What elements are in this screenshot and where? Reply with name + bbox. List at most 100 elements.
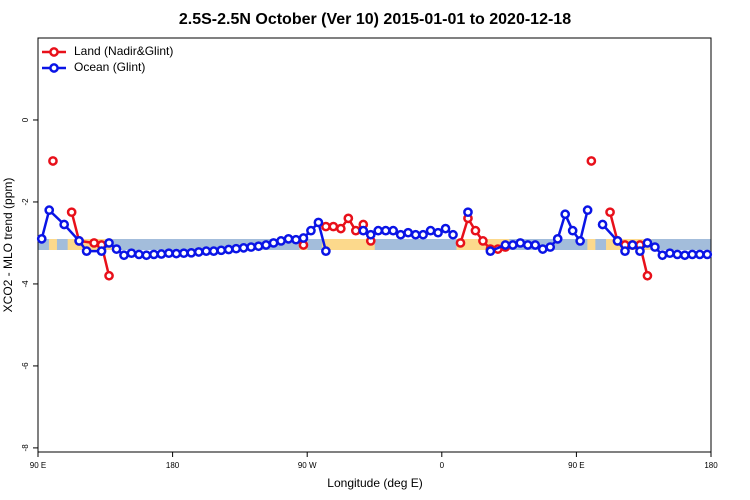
point: [642, 270, 653, 281]
point: [365, 229, 376, 240]
point: [418, 229, 428, 240]
point: [350, 225, 361, 236]
point: [575, 236, 585, 246]
point: [126, 248, 137, 259]
y-axis-label: XCO2 - MLO trend (ppm): [1, 178, 15, 313]
y-tick-label: -4: [21, 280, 30, 288]
y-tick-label: -2: [21, 198, 30, 206]
point: [560, 209, 571, 220]
point: [321, 221, 331, 232]
point: [283, 234, 294, 244]
point: [261, 240, 271, 250]
point: [440, 223, 451, 234]
x-axis-label: Longitude (deg E): [327, 476, 422, 490]
point: [134, 249, 144, 260]
point: [321, 246, 331, 256]
point: [507, 240, 518, 250]
point: [358, 225, 369, 236]
point: [478, 236, 488, 246]
point: [620, 246, 630, 256]
point: [48, 156, 58, 166]
point: [515, 238, 526, 248]
point: [313, 217, 324, 228]
point: [119, 250, 129, 261]
point: [66, 207, 77, 218]
point: [104, 270, 114, 281]
point: [463, 207, 473, 218]
point: [141, 250, 152, 261]
point: [36, 234, 47, 244]
y-tick-label: -6: [21, 362, 30, 370]
point: [89, 238, 99, 248]
point: [149, 249, 159, 260]
point: [485, 246, 496, 256]
point: [246, 242, 256, 252]
point: [395, 229, 406, 240]
legend: Land (Nadir&Glint) Ocean (Glint): [42, 44, 173, 74]
point: [530, 240, 541, 250]
point: [537, 244, 548, 254]
point: [208, 246, 219, 256]
point: [193, 247, 204, 257]
point: [268, 238, 279, 248]
point: [156, 249, 167, 259]
point: [343, 213, 354, 224]
point: [448, 229, 458, 240]
point: [253, 241, 264, 252]
y-tick-label: -8: [21, 444, 30, 452]
y-tick-label: 0: [21, 117, 30, 122]
point: [298, 233, 309, 243]
point: [380, 225, 391, 236]
x-tick-label: 90 E: [30, 461, 46, 470]
point: [111, 244, 122, 254]
point: [171, 248, 182, 259]
point: [657, 250, 668, 261]
x-tick-label: 90 W: [298, 461, 317, 470]
point: [522, 240, 533, 250]
legend-label: Ocean (Glint): [74, 60, 145, 74]
point: [410, 229, 421, 240]
point: [276, 236, 286, 246]
point: [586, 156, 597, 166]
point: [104, 238, 114, 248]
point: [702, 249, 713, 260]
point: [687, 249, 698, 260]
point: [223, 244, 234, 255]
point: [238, 243, 249, 253]
point: [425, 225, 436, 236]
point: [388, 225, 399, 236]
point: [597, 219, 608, 230]
chart-title: 2.5S-2.5N October (Ver 10) 2015-01-01 to…: [179, 11, 571, 28]
point: [44, 205, 55, 216]
point: [336, 223, 346, 234]
plot-frame: [37, 37, 712, 453]
point: [672, 249, 683, 260]
land-band: [48, 239, 57, 250]
point: [231, 243, 242, 254]
legend-swatch-point: [49, 47, 59, 57]
point: [627, 240, 638, 250]
point: [373, 225, 384, 236]
point: [201, 246, 212, 256]
point: [650, 242, 660, 252]
point: [74, 236, 84, 246]
point: [178, 248, 189, 259]
point: [545, 242, 556, 252]
x-tick-label: 180: [166, 461, 180, 470]
x-tick-label: 180: [704, 461, 718, 470]
point: [96, 246, 107, 256]
legend-swatch-point: [49, 63, 59, 73]
point: [635, 246, 645, 256]
point: [403, 227, 413, 238]
point: [679, 250, 690, 261]
point: [291, 234, 301, 245]
point: [612, 236, 623, 246]
point: [306, 225, 316, 236]
point: [552, 234, 563, 244]
point: [567, 225, 578, 236]
point: [433, 227, 443, 238]
point: [605, 207, 615, 218]
point: [59, 219, 70, 230]
point: [500, 240, 511, 250]
